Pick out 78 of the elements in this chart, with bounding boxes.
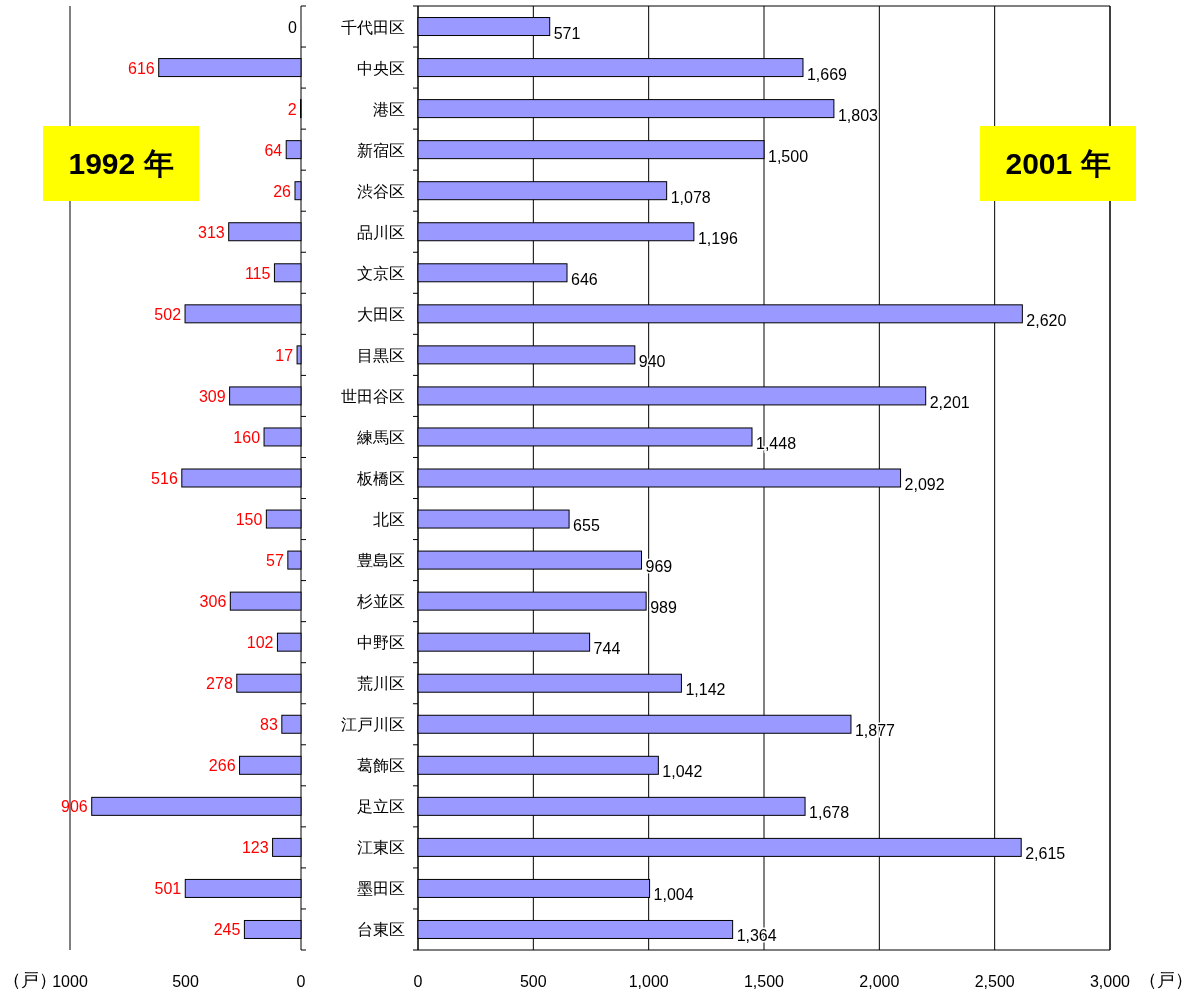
data-label: 102 bbox=[246, 634, 274, 652]
data-label: 1,042 bbox=[662, 763, 703, 781]
y-tick-label: 渋谷区 bbox=[357, 182, 405, 200]
data-label: 516 bbox=[151, 470, 178, 487]
data-label: 1,196 bbox=[697, 229, 739, 247]
data-label: 278 bbox=[206, 675, 233, 693]
x-tick-label: 1,500 bbox=[743, 973, 785, 990]
x-tick-label: 3,000 bbox=[1089, 973, 1131, 990]
data-label: 1,678 bbox=[809, 804, 850, 822]
x-tick-label: 1,000 bbox=[628, 973, 669, 990]
data-label: 17 bbox=[275, 346, 294, 364]
data-label: 571 bbox=[553, 24, 581, 42]
y-tick-label: 葛飾区 bbox=[357, 757, 405, 775]
data-label: 501 bbox=[154, 880, 182, 898]
data-label: 115 bbox=[244, 264, 271, 282]
y-tick-label: 千代田区 bbox=[341, 18, 405, 36]
y-tick-label: 目黒区 bbox=[357, 346, 405, 364]
x-tick-label: 0 bbox=[296, 973, 306, 990]
data-label: 2,615 bbox=[1025, 845, 1066, 863]
y-tick-label: 中野区 bbox=[357, 634, 405, 652]
x-tick-label: 0 bbox=[413, 973, 423, 990]
data-label: 989 bbox=[650, 599, 677, 617]
data-label: 64 bbox=[264, 141, 283, 159]
data-label: 744 bbox=[593, 640, 621, 658]
data-label: 245 bbox=[213, 921, 241, 939]
data-label: 160 bbox=[233, 428, 261, 446]
data-label: 1,142 bbox=[685, 681, 726, 699]
data-label: 1,004 bbox=[653, 886, 694, 904]
y-tick-label: 足立区 bbox=[357, 798, 405, 816]
data-label: 1,078 bbox=[670, 188, 711, 206]
data-label: 26 bbox=[273, 182, 292, 200]
data-label: 313 bbox=[197, 223, 225, 241]
y-tick-label: 中央区 bbox=[357, 59, 405, 77]
y-tick-label: 台東区 bbox=[357, 921, 405, 939]
y-tick-label: 世田谷区 bbox=[341, 387, 405, 405]
data-label: 1,500 bbox=[768, 147, 809, 165]
text: 2001 年 bbox=[1005, 146, 1111, 180]
y-tick-label: 江戸川区 bbox=[341, 716, 405, 734]
data-label: 1,803 bbox=[837, 106, 879, 124]
y-tick-label: 荒川区 bbox=[357, 675, 405, 693]
y-tick-label: 江東区 bbox=[357, 839, 405, 857]
data-label: 57 bbox=[266, 552, 284, 570]
data-label: 306 bbox=[199, 593, 227, 611]
data-label: 2 bbox=[287, 100, 297, 118]
data-label: 616 bbox=[128, 59, 155, 77]
y-tick-label: 品川区 bbox=[357, 223, 405, 241]
x-tick-label: 500 bbox=[519, 973, 547, 990]
x-tick-label: 500 bbox=[172, 973, 199, 990]
data-label: 655 bbox=[573, 517, 600, 535]
y-tick-label: 杉並区 bbox=[356, 593, 405, 611]
data-label: 266 bbox=[208, 757, 236, 775]
data-label: 646 bbox=[571, 270, 598, 288]
x-tick-label: 2,500 bbox=[974, 973, 1015, 990]
data-label: 2,092 bbox=[904, 476, 945, 493]
y-tick-label: 墨田区 bbox=[357, 880, 405, 898]
data-label: 502 bbox=[154, 305, 182, 323]
data-label: 1,448 bbox=[756, 434, 797, 452]
y-tick-label: 練馬区 bbox=[356, 428, 405, 446]
data-label: 1,669 bbox=[806, 65, 848, 83]
y-tick-label: 文京区 bbox=[357, 264, 405, 282]
data-label: 123 bbox=[241, 839, 269, 857]
y-tick-label: 大田区 bbox=[357, 305, 405, 323]
text: 1992 年 bbox=[68, 146, 174, 180]
y-tick-label: 新宿区 bbox=[357, 141, 405, 159]
y-tick-label: 板橋区 bbox=[356, 470, 405, 487]
data-label: 2,620 bbox=[1026, 311, 1067, 329]
data-label: 309 bbox=[198, 387, 226, 405]
y-tick-label: 北区 bbox=[373, 511, 405, 529]
data-label: 83 bbox=[260, 716, 278, 734]
data-label: 150 bbox=[235, 511, 263, 529]
data-label: 2,201 bbox=[929, 393, 970, 411]
data-label: 906 bbox=[61, 798, 88, 816]
y-tick-label: 豊島区 bbox=[357, 552, 405, 570]
data-label: 1,364 bbox=[736, 927, 777, 945]
data-label: 0 bbox=[288, 18, 298, 36]
x-tick-label: 2,000 bbox=[859, 973, 900, 990]
x-axis-title: （戸） bbox=[1139, 970, 1193, 990]
y-tick-label: 港区 bbox=[373, 100, 405, 118]
